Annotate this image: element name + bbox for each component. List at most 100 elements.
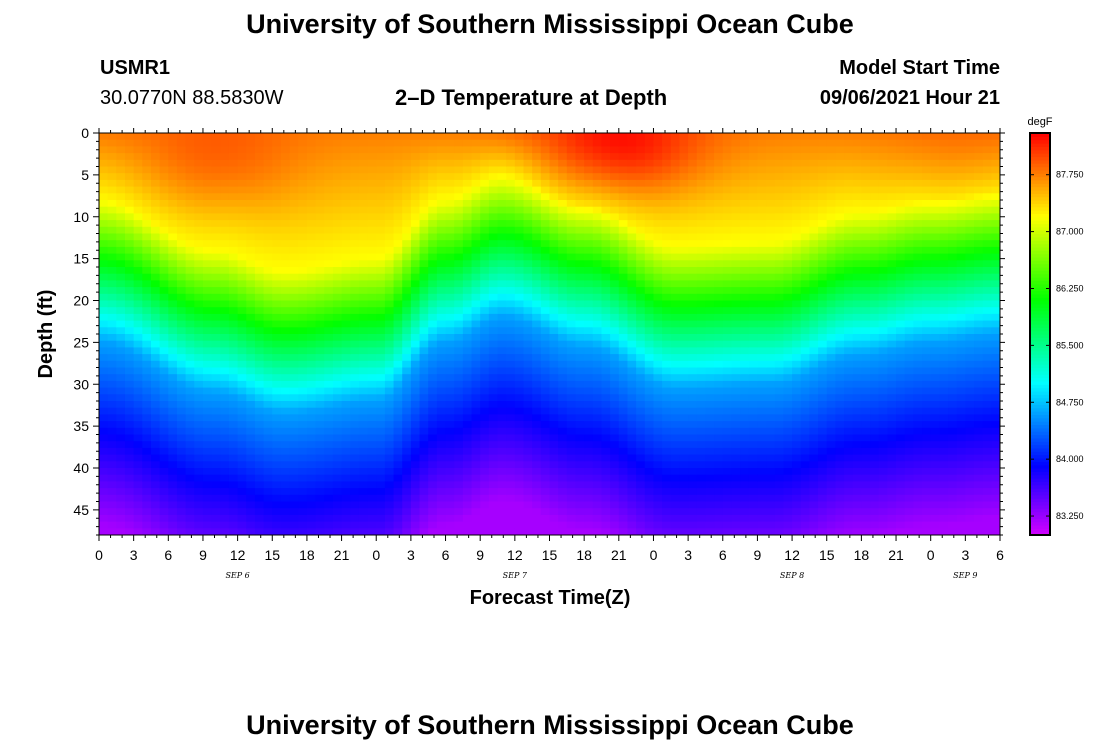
heatmap-cell [436,481,447,489]
heatmap-cell [324,146,334,154]
heatmap-cell [324,307,334,315]
heatmap-cell [714,421,724,429]
heatmap-cell [150,414,161,422]
heatmap-cell [220,481,230,489]
heatmap-cell [601,535,610,542]
heatmap-cell [350,488,360,496]
heatmap-cell [436,206,447,214]
heatmap-cell [341,441,351,449]
heatmap-cell [436,253,447,261]
heatmap-cell [550,535,559,542]
heatmap-cell [99,287,109,295]
heatmap-cell [575,327,585,335]
heatmap-cell [202,133,213,141]
heatmap-cell [618,401,629,409]
heatmap-cell [454,394,464,402]
heatmap-cell [211,360,221,369]
heatmap-cell [488,307,499,315]
heatmap-cell [332,427,343,436]
heatmap-cell [254,367,265,375]
heatmap-cell [636,501,646,509]
heatmap-cell [246,293,256,302]
heatmap-cell [176,253,187,261]
heatmap-cell [402,159,412,168]
heatmap-cell [705,434,715,442]
heatmap-cell [575,494,585,503]
heatmap-cell [341,380,351,389]
heatmap-cell [402,447,412,456]
heatmap-cell [428,267,438,275]
heatmap-cell [238,535,247,542]
heatmap-cell [237,521,247,529]
heatmap-cell [341,179,351,188]
heatmap-cell [281,535,290,542]
heatmap-cell [783,427,793,436]
heatmap-cell [714,501,724,509]
heatmap-cell [514,528,525,535]
heatmap-cell [549,334,559,342]
heatmap-cell [306,300,317,308]
heatmap-cell [168,193,178,201]
heatmap-cell [783,441,793,449]
heatmap-cell [211,179,221,188]
heatmap-cell [298,193,308,201]
heatmap-cell [410,139,421,147]
heatmap-cell [402,427,412,436]
heatmap-cell [653,320,663,328]
heatmap-cell [168,367,178,375]
heatmap-cell [202,240,213,248]
heatmap-cell [124,173,135,181]
heatmap-cell [150,474,161,482]
heatmap-cell [324,535,333,542]
heatmap-cell [220,220,230,228]
heatmap-cell [627,179,637,188]
heatmap-cell [558,347,568,355]
heatmap-cell [324,186,334,194]
heatmap-cell [445,153,455,161]
heatmap-cell [168,421,178,429]
heatmap-cell [705,468,715,476]
heatmap-cell [280,159,291,168]
heatmap-cell [454,179,464,188]
heatmap-cell [471,380,481,389]
heatmap-cell [306,280,317,288]
heatmap-cell [679,186,689,194]
heatmap-cell [532,300,542,308]
heatmap-cell [722,293,733,302]
heatmap-cell [610,173,620,181]
heatmap-cell [393,441,403,449]
heatmap-cell [774,481,785,489]
heatmap-cell [185,447,195,456]
heatmap-cell [610,407,620,415]
heatmap-cell [324,347,334,355]
heatmap-cell [384,220,395,228]
heatmap-cell [159,360,169,369]
heatmap-cell [558,166,568,174]
heatmap-cell [722,360,733,369]
heatmap-cell [254,374,265,382]
heatmap-cell [228,280,239,288]
heatmap-cell [289,474,299,482]
heatmap-cell [618,387,629,395]
heatmap-cell [766,280,776,288]
heatmap-cell [670,468,681,476]
heatmap-cell [150,139,161,147]
heatmap-cell [601,146,611,154]
heatmap-cell [228,253,239,261]
heatmap-cell [540,173,551,181]
heatmap-cell [410,414,421,422]
heatmap-cell [566,421,577,429]
heatmap-cell [185,434,195,442]
heatmap-cell [393,226,403,235]
heatmap-cell [748,327,759,335]
heatmap-cell [298,441,308,449]
heatmap-cell [176,153,187,161]
heatmap-cell [558,267,568,275]
heatmap-cell [445,380,455,389]
heatmap-cell [176,354,187,362]
heatmap-cell [428,441,438,449]
heatmap-cell [194,213,204,221]
heatmap-cell [644,347,655,355]
heatmap-cell [757,287,767,295]
heatmap-cell [653,334,663,342]
